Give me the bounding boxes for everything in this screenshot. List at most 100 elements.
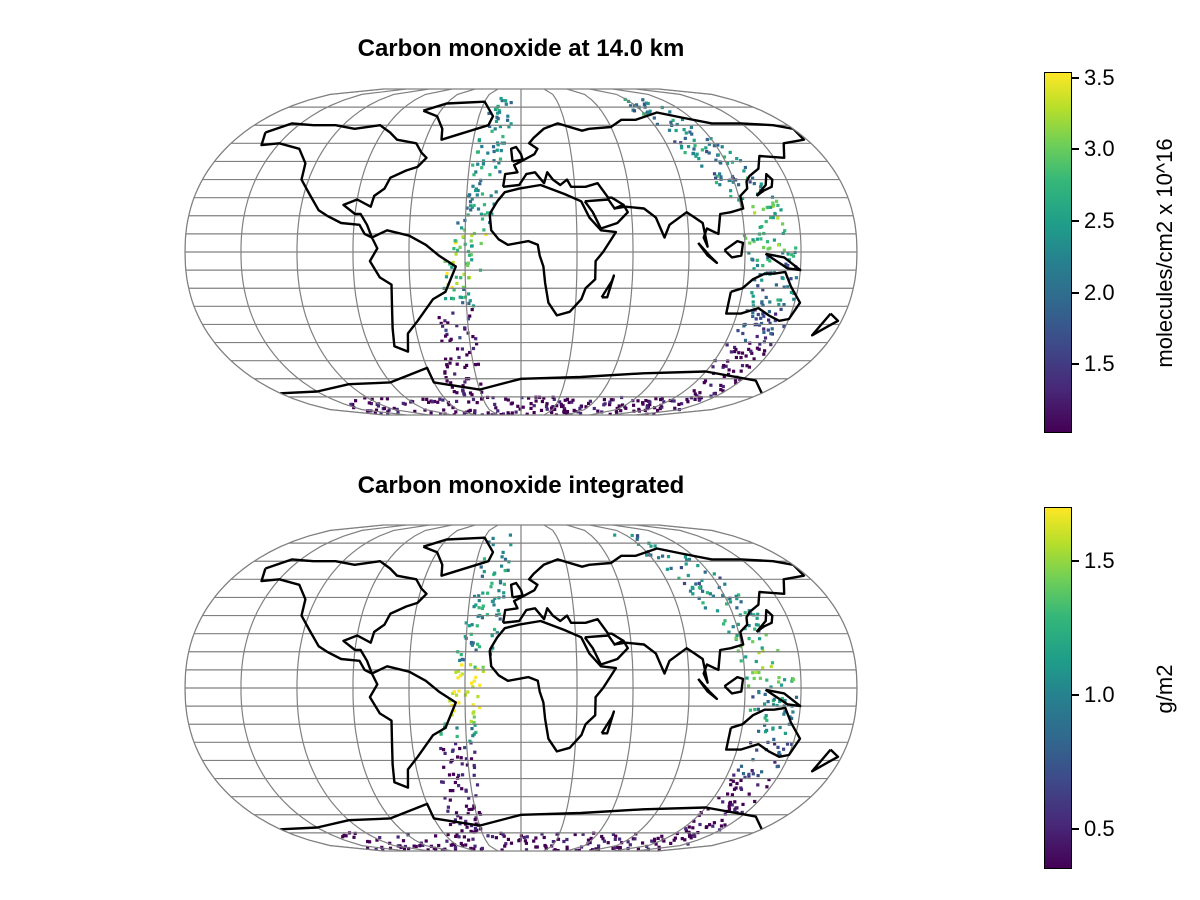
co-point (452, 390, 456, 394)
co-point (466, 317, 470, 321)
co-point (458, 658, 462, 662)
co-point (757, 670, 761, 675)
co-point (491, 536, 495, 540)
co-point (730, 803, 734, 807)
co-point (587, 401, 591, 405)
co-point (768, 300, 772, 304)
co-point (439, 321, 443, 325)
co-point (747, 792, 751, 796)
co-point (351, 402, 355, 407)
co-point (628, 104, 633, 108)
co-point (768, 321, 772, 325)
co-point (380, 845, 384, 849)
co-point (478, 705, 482, 710)
co-point (758, 676, 762, 680)
co-point (772, 737, 776, 741)
co-point (492, 202, 496, 206)
co-point (471, 685, 475, 689)
co-point (469, 829, 473, 833)
co-point (510, 401, 514, 405)
co-point (460, 226, 464, 230)
co-point (563, 408, 567, 412)
co-point (534, 836, 538, 840)
co-point (754, 670, 758, 674)
co-point (542, 396, 546, 400)
co-point (719, 383, 723, 387)
co-point (751, 772, 755, 776)
co-point (565, 412, 569, 415)
colorbar-tick-mark (1072, 219, 1079, 222)
co-point (761, 666, 765, 670)
co-point (550, 406, 554, 410)
co-point (499, 149, 503, 153)
co-point (451, 842, 455, 846)
co-point (734, 594, 738, 598)
co-point (544, 404, 549, 408)
co-point (786, 252, 790, 256)
co-point (470, 623, 474, 627)
co-point (412, 844, 416, 848)
co-point (442, 765, 446, 769)
co-point (450, 296, 454, 300)
co-point (503, 844, 507, 848)
co-point (683, 151, 687, 155)
co-point (642, 102, 646, 106)
co-point (473, 723, 477, 727)
co-point (747, 347, 751, 351)
co-point (781, 276, 785, 281)
co-point (682, 128, 686, 132)
coastline-path (368, 229, 457, 353)
co-point (565, 410, 570, 414)
co-point (648, 403, 652, 407)
co-point (728, 801, 732, 805)
co-point (754, 317, 758, 321)
co-point (715, 174, 719, 178)
co-point (705, 150, 709, 154)
co-point (540, 399, 544, 404)
co-point (556, 849, 560, 851)
co-point (761, 264, 765, 268)
co-point (644, 399, 648, 403)
co-point (579, 405, 583, 409)
co-point (756, 612, 760, 616)
co-point (473, 844, 477, 848)
co-point (770, 661, 775, 665)
coastline-path (583, 198, 629, 230)
co-point (654, 842, 658, 846)
co-point (757, 690, 761, 694)
co-point (716, 143, 720, 147)
co-point (446, 832, 450, 837)
co-point (761, 303, 765, 307)
co-point (711, 824, 715, 828)
co-point (778, 753, 782, 757)
co-point (732, 773, 736, 777)
co-point (472, 720, 476, 725)
co-point (714, 158, 718, 162)
co-point (471, 163, 475, 167)
co-point (472, 203, 476, 208)
co-point (782, 747, 786, 751)
co-point (469, 757, 474, 761)
co-point (723, 812, 727, 816)
co-point (737, 198, 741, 202)
co-point (432, 399, 437, 404)
co-point (472, 830, 476, 834)
co-point (602, 398, 606, 402)
co-point (767, 318, 771, 322)
co-point (739, 787, 744, 791)
coastline-path (755, 608, 774, 633)
co-point (550, 410, 554, 415)
co-point (504, 102, 508, 106)
co-point (733, 350, 737, 354)
co-point (694, 582, 698, 586)
co-point (692, 147, 696, 151)
co-point (777, 302, 781, 307)
co-point (750, 769, 754, 773)
co-point (666, 555, 671, 559)
co-point (471, 837, 475, 841)
co-point (736, 329, 740, 333)
co-point (723, 823, 727, 827)
co-point (459, 653, 463, 657)
co-point (453, 780, 457, 785)
co-point (693, 144, 697, 148)
